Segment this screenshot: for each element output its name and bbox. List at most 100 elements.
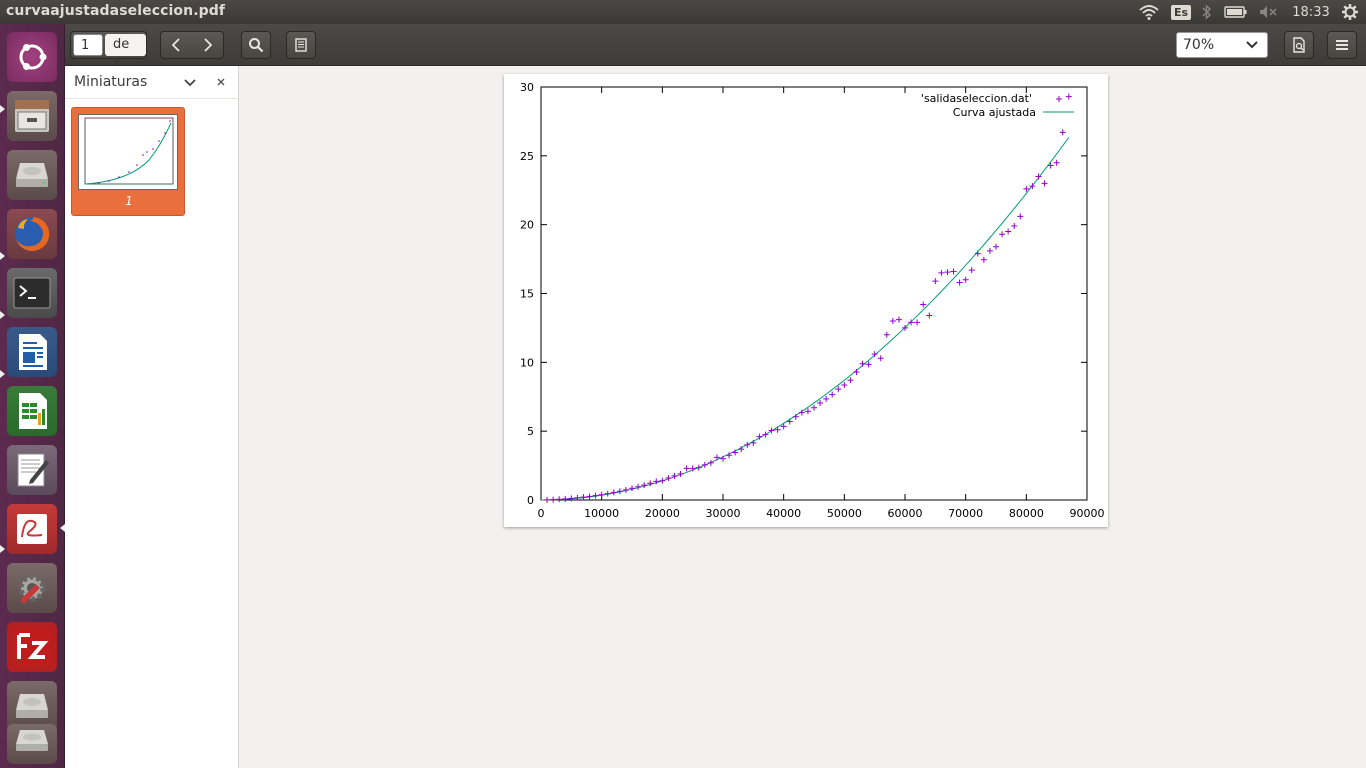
page-selector: de 1 [70, 31, 147, 74]
text-editor-icon [17, 453, 49, 487]
x-tick-label: 60000 [888, 507, 923, 520]
data-point [1047, 162, 1054, 169]
bluetooth-icon[interactable] [1198, 0, 1216, 24]
y-tick-label: 25 [520, 150, 534, 163]
search-button[interactable] [241, 31, 271, 59]
zoom-selector[interactable]: 70% [1176, 32, 1268, 58]
drive-icon [16, 694, 48, 718]
data-point [865, 361, 872, 368]
chevron-right-icon [204, 38, 213, 52]
data-point [871, 351, 878, 358]
data-point [914, 319, 921, 326]
volume-muted-icon[interactable] [1257, 0, 1281, 24]
data-point [720, 455, 726, 462]
x-tick-label: 10000 [584, 507, 619, 520]
drive-launcher-3[interactable] [7, 724, 57, 764]
filezilla-launcher[interactable] [7, 622, 57, 672]
writer-icon [19, 334, 47, 370]
data-point [944, 269, 951, 276]
files-launcher[interactable] [7, 91, 57, 141]
data-point [701, 461, 708, 468]
writer-launcher[interactable] [7, 327, 57, 377]
data-point [920, 301, 927, 308]
clock[interactable]: 18:33 [1289, 0, 1333, 24]
data-point [562, 495, 569, 502]
chevron-down-icon [1245, 33, 1259, 65]
data-point [853, 368, 860, 375]
running-indicator [0, 311, 5, 319]
next-page-button[interactable] [201, 37, 215, 57]
sidebar-mode-dropdown[interactable] [183, 73, 197, 91]
calc-icon [19, 393, 47, 429]
chevron-down-icon [184, 79, 196, 87]
running-indicator [0, 252, 5, 260]
drive-icon [16, 730, 48, 751]
x-tick-label: 70000 [948, 507, 983, 520]
firefox-launcher[interactable] [7, 209, 57, 259]
drive-launcher[interactable] [7, 150, 57, 200]
search-icon [249, 38, 264, 53]
data-point [756, 433, 763, 440]
text-editor-launcher[interactable] [7, 445, 57, 495]
drive-launcher-2[interactable] [7, 681, 57, 731]
data-point [762, 431, 769, 438]
firefox-icon [15, 216, 50, 251]
previous-page-button[interactable] [169, 37, 183, 57]
wifi-icon[interactable] [1137, 0, 1161, 24]
focused-indicator [60, 524, 65, 532]
page-number-input[interactable] [73, 34, 103, 56]
y-tick-label: 0 [527, 494, 534, 507]
data-point [804, 408, 811, 415]
data-point [895, 316, 902, 323]
data-point [932, 278, 939, 285]
chevron-left-icon [171, 38, 180, 52]
data-point [744, 441, 751, 448]
data-point [726, 452, 733, 459]
system-settings-launcher[interactable] [7, 563, 57, 613]
page-thumbnail[interactable]: 1 [71, 107, 185, 216]
data-point [883, 331, 890, 338]
data-point [556, 496, 563, 503]
data-point [598, 491, 605, 498]
data-point [1035, 173, 1042, 180]
data-point [817, 399, 824, 406]
sidebar-title: Miniaturas [74, 74, 148, 90]
terminal-launcher[interactable] [7, 268, 57, 318]
data-point [671, 472, 678, 479]
data-point [829, 391, 836, 398]
calc-launcher[interactable] [7, 386, 57, 436]
data-point [999, 231, 1006, 238]
document-view[interactable]: 0 10000 20000 30000 40000 50000 60000 70000 8000… [240, 66, 1366, 768]
data-point [847, 377, 854, 384]
keyboard-layout-indicator[interactable]: Es [1169, 0, 1193, 24]
data-point [780, 423, 787, 430]
files-icon [15, 100, 49, 132]
x-tick-label: 40000 [766, 507, 801, 520]
data-point [798, 409, 805, 416]
ubuntu-dash-button[interactable] [7, 32, 57, 82]
x-tick-label: 80000 [1009, 507, 1044, 520]
data-point [574, 494, 581, 501]
data-point [1059, 129, 1066, 136]
y-tick-label: 5 [527, 425, 534, 438]
running-indicator [0, 370, 5, 378]
terminal-icon [13, 277, 51, 309]
sidebar-close-button[interactable] [215, 72, 227, 96]
menu-button[interactable] [1327, 31, 1357, 59]
running-indicator [0, 105, 5, 113]
filezilla-icon [13, 628, 51, 666]
data-point [1017, 213, 1024, 220]
document-viewer-launcher[interactable] [7, 504, 57, 554]
data-point [1005, 228, 1012, 235]
data-point [732, 449, 739, 456]
fitted-curve-line [540, 137, 1070, 501]
annotations-button[interactable] [286, 31, 316, 59]
gear-icon[interactable] [1339, 0, 1361, 24]
hamburger-menu-icon [1336, 40, 1348, 50]
running-indicator [0, 545, 5, 553]
data-point [689, 465, 696, 472]
data-point [786, 418, 793, 425]
data-point [695, 464, 702, 471]
document-properties-button[interactable] [1284, 31, 1314, 59]
battery-icon[interactable] [1222, 0, 1250, 24]
